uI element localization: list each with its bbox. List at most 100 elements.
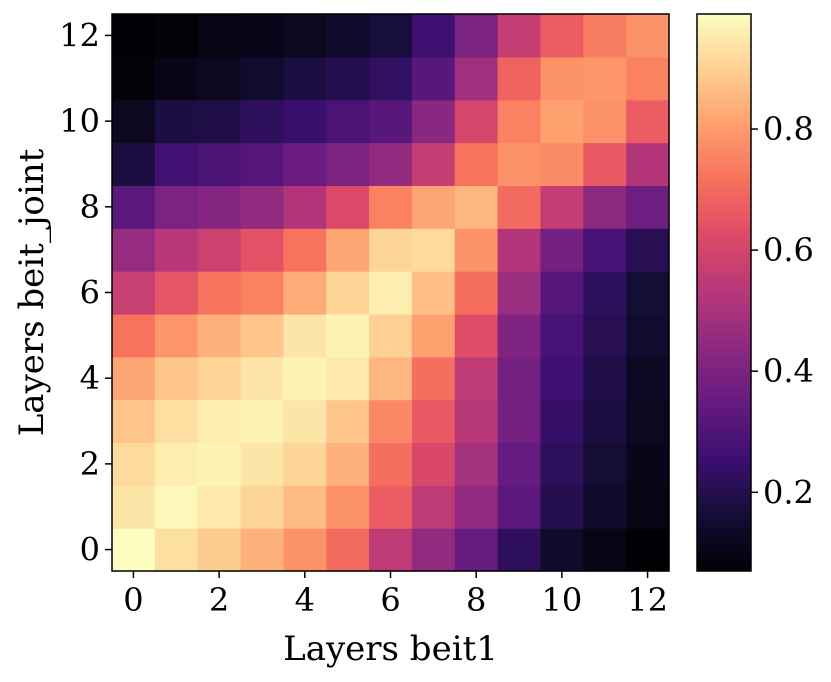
heatmap-cell [326, 271, 370, 315]
heatmap-cell [497, 142, 542, 186]
heatmap-cell [497, 228, 542, 272]
heatmap-cell [112, 356, 156, 401]
heatmap-cell [583, 399, 627, 444]
heatmap-cell [540, 313, 584, 358]
heatmap-cell [369, 528, 413, 572]
x-tick-label: 2 [209, 581, 229, 619]
heatmap-cell [626, 356, 670, 401]
heatmap-cell [411, 442, 456, 486]
y-tick-label: 2 [80, 445, 100, 483]
heatmap-cell [240, 228, 284, 272]
heatmap-cell [583, 356, 627, 401]
heatmap-cell [283, 356, 327, 401]
colorbar-tick-label: 0.6 [763, 231, 814, 269]
heatmap-cell [626, 14, 670, 58]
heatmap-cell [197, 14, 242, 58]
heatmap-cell [112, 399, 156, 444]
heatmap-cell [497, 99, 542, 144]
heatmap-cell [326, 14, 370, 58]
heatmap-cell [112, 14, 156, 58]
heatmap-cell [112, 228, 156, 272]
heatmap-cell [240, 271, 284, 315]
heatmap-cell [369, 185, 413, 229]
heatmap-cell [197, 528, 242, 572]
heatmap-cell [411, 142, 456, 186]
heatmap-cell [240, 399, 284, 444]
x-tick-label: 4 [295, 581, 315, 619]
x-tick-label: 8 [466, 581, 486, 619]
heatmap-cell [497, 271, 542, 315]
heatmap-cell [326, 185, 370, 229]
heatmap-cell [583, 485, 627, 529]
heatmap-cell [540, 399, 584, 444]
heatmap-cell [112, 271, 156, 315]
heatmap-cell [369, 313, 413, 358]
heatmap-cell [540, 185, 584, 229]
heatmap-cell [326, 228, 370, 272]
heatmap-cell [369, 228, 413, 272]
y-tick-label: 12 [59, 16, 100, 54]
heatmap-cell [454, 485, 499, 529]
heatmap-cell [326, 485, 370, 529]
heatmap-cell [240, 185, 284, 229]
heatmap-cell [197, 142, 242, 186]
colorbar-tick-label: 0.8 [763, 110, 814, 148]
y-tick-label: 6 [80, 274, 100, 312]
colorbar-tick-label: 0.2 [763, 473, 814, 511]
heatmap-cell [197, 313, 242, 358]
heatmap-cell [540, 99, 584, 144]
heatmap-cell [626, 99, 670, 144]
heatmap-cell [240, 442, 284, 486]
heatmap-cell [283, 56, 327, 101]
heatmap-cell [411, 14, 456, 58]
heatmap-cell [154, 228, 199, 272]
heatmap-cell [454, 14, 499, 58]
heatmap-cell [369, 99, 413, 144]
heatmap-cell [197, 56, 242, 101]
heatmap-cell [154, 356, 199, 401]
heatmap-cell [411, 56, 456, 101]
colorbar-tick-label: 0.4 [763, 352, 814, 390]
heatmap-cell [240, 528, 284, 572]
heatmap-cell [154, 185, 199, 229]
heatmap-cell [283, 185, 327, 229]
heatmap-cell [583, 185, 627, 229]
heatmap-cell [411, 271, 456, 315]
heatmap-cell [626, 399, 670, 444]
heatmap-cell [369, 142, 413, 186]
heatmap-cell [626, 228, 670, 272]
heatmap-cell [240, 485, 284, 529]
heatmap-cell [197, 185, 242, 229]
heatmap-cell [454, 56, 499, 101]
heatmap-cell [626, 313, 670, 358]
heatmap-cell [583, 528, 627, 572]
heatmap-cell [283, 142, 327, 186]
heatmap-cell [197, 485, 242, 529]
heatmap-cell [283, 399, 327, 444]
heatmap-cell [369, 56, 413, 101]
heatmap-cell [411, 399, 456, 444]
heatmap-cell [497, 399, 542, 444]
y-tick-label: 4 [80, 359, 100, 397]
heatmap-cell [326, 142, 370, 186]
heatmap-cell [540, 356, 584, 401]
heatmap-cell [326, 313, 370, 358]
x-tick-label: 0 [123, 581, 143, 619]
heatmap-cell [626, 528, 670, 572]
heatmap-cell [197, 99, 242, 144]
heatmap-cell [497, 313, 542, 358]
heatmap-cell [626, 271, 670, 315]
heatmap-cell [583, 313, 627, 358]
heatmap-cell [283, 485, 327, 529]
heatmap-cells [112, 14, 670, 572]
heatmap-cell [154, 442, 199, 486]
heatmap-cell [497, 442, 542, 486]
heatmap-cell [326, 56, 370, 101]
heatmap-cell [626, 485, 670, 529]
heatmap-cell [583, 99, 627, 144]
heatmap-cell [626, 442, 670, 486]
heatmap-cell [454, 313, 499, 358]
heatmap-cell [540, 56, 584, 101]
heatmap-cell [283, 313, 327, 358]
